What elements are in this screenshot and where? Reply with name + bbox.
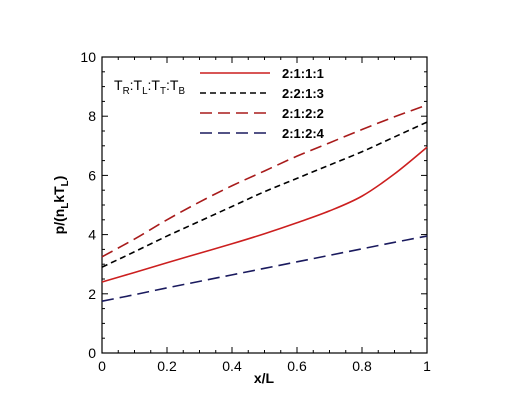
y-tick-label: 0 bbox=[88, 345, 96, 361]
legend-label: 2:1:1:1 bbox=[282, 66, 324, 81]
x-tick-label: 0.8 bbox=[352, 358, 372, 374]
x-axis-title: x/L bbox=[254, 370, 275, 386]
legend-title: TR:TL:TT:TB bbox=[114, 77, 185, 97]
y-tick-label: 8 bbox=[88, 108, 96, 124]
series-line-2-1-2-4 bbox=[101, 235, 428, 302]
legend-label: 2:2:1:3 bbox=[282, 86, 324, 101]
x-tick-label: 0 bbox=[98, 358, 106, 374]
x-tick-label: 0.6 bbox=[287, 358, 307, 374]
y-tick-label: 10 bbox=[80, 49, 96, 65]
series-line-2-2-1-3 bbox=[101, 121, 428, 268]
series-line-2-1-2-2 bbox=[101, 104, 428, 258]
y-tick-label: 4 bbox=[88, 227, 96, 243]
series-lines bbox=[101, 104, 428, 302]
y-tick-label: 2 bbox=[88, 286, 96, 302]
legend: TR:TL:TT:TB 2:1:1:1 2:2:1:3 2:1:2:2 2:1:2:4 bbox=[114, 66, 325, 141]
x-tick-label: 0.2 bbox=[157, 358, 177, 374]
x-tick-label: 1 bbox=[423, 358, 431, 374]
legend-label: 2:1:2:4 bbox=[282, 126, 325, 141]
plot-frame bbox=[101, 56, 428, 354]
series-line-2-1-1-1 bbox=[101, 146, 428, 283]
y-axis-title: p/(nLkTL) bbox=[51, 176, 71, 235]
legend-label: 2:1:2:2 bbox=[282, 106, 324, 121]
y-tick-label: 6 bbox=[88, 167, 96, 183]
x-tick-label: 0.4 bbox=[222, 358, 242, 374]
